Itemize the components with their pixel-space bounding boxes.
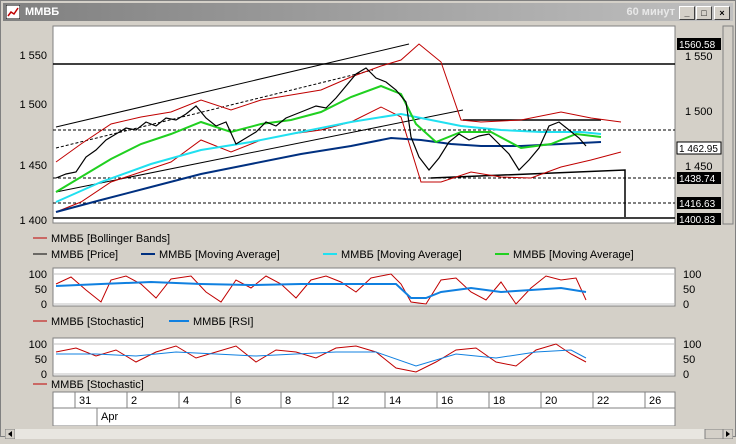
day-tick: 4 [183, 395, 189, 407]
osc2-legend: ММВБ [Stochastic] [33, 379, 144, 391]
y-tick-right: 1 500 [685, 106, 713, 118]
legend-entry: ММВБ [RSI] [193, 316, 253, 328]
legend-entry: ММВБ [Moving Average] [159, 249, 280, 261]
arrow-left-icon [8, 431, 12, 437]
timeframe-label: 60 минут [626, 6, 675, 18]
arrow-right-icon [726, 431, 730, 437]
legend-entry: ММВБ [Moving Average] [341, 249, 462, 261]
trend-line [55, 109, 464, 193]
vertical-scrollbar[interactable] [722, 25, 734, 225]
time-axis [52, 391, 676, 426]
stochastic2-signal [56, 349, 587, 367]
rsi-line [55, 280, 587, 299]
day-tick: 12 [337, 395, 349, 407]
day-tick: 6 [235, 395, 241, 407]
price-tag: 1560.58 [679, 40, 716, 51]
title-bar[interactable]: ММВБ 60 минут _ □ × [3, 3, 733, 21]
scroll-track[interactable] [15, 429, 723, 439]
ma-mid [55, 112, 602, 203]
day-tick: 8 [285, 395, 291, 407]
chart-icon [6, 5, 20, 19]
scroll-thumb[interactable] [704, 428, 724, 440]
svg-text:0: 0 [41, 299, 47, 311]
day-tick: 26 [649, 395, 661, 407]
day-tick: 31 [79, 395, 91, 407]
svg-text:0: 0 [41, 369, 47, 381]
trend-line [55, 69, 374, 149]
svg-text:50: 50 [35, 284, 47, 296]
svg-text:100: 100 [29, 269, 47, 281]
day-tick: 18 [493, 395, 505, 407]
price-line [55, 67, 587, 179]
price-tag: 1416.63 [679, 199, 716, 210]
osc1-legend: ММВБ [Stochastic] ММВБ [RSI] [33, 316, 253, 328]
day-tick: 22 [597, 395, 609, 407]
month-label: Apr [101, 411, 118, 423]
day-tick: 2 [131, 395, 137, 407]
legend-entry: ММВБ [Stochastic] [51, 316, 144, 328]
y-tick: 1 400 [19, 215, 47, 227]
svg-text:0: 0 [683, 369, 689, 381]
maximize-button[interactable]: □ [696, 6, 712, 20]
svg-text:0: 0 [683, 299, 689, 311]
price-tags: 1560.58 1 462.95 1438.74 1416.63 1400.83 [676, 38, 722, 226]
y-tick: 1 550 [19, 50, 47, 62]
trend-line [55, 43, 410, 128]
ma-short [55, 84, 602, 193]
stochastic-line [55, 273, 587, 305]
day-tick: 20 [545, 395, 557, 407]
legend-entry: ММВБ [Stochastic] [51, 379, 144, 391]
minimize-button[interactable]: _ [679, 6, 695, 20]
y-tick-right: 1 450 [685, 161, 713, 173]
svg-text:50: 50 [683, 354, 695, 366]
time-axis-ticks: 31 2 4 6 8 12 14 16 18 20 22 26 Apr [74, 392, 661, 426]
price-tag: 1438.74 [679, 174, 716, 185]
close-button[interactable]: × [714, 6, 730, 20]
price-tag: 1 462.95 [679, 144, 718, 155]
channel-line [430, 169, 626, 217]
legend-entry: ММВБ [Moving Average] [513, 249, 634, 261]
ma-long [55, 136, 602, 213]
svg-text:100: 100 [29, 339, 47, 351]
horizontal-scrollbar[interactable] [4, 426, 734, 440]
svg-text:50: 50 [683, 284, 695, 296]
window-title: ММВБ [25, 6, 60, 18]
day-tick: 16 [441, 395, 453, 407]
y-tick: 1 500 [19, 99, 47, 111]
legend-entry: ММВБ [Price] [51, 249, 118, 261]
day-tick: 14 [389, 395, 401, 407]
price-pane[interactable] [52, 25, 676, 224]
price-tag: 1400.83 [679, 215, 716, 226]
y-tick: 1 450 [19, 160, 47, 172]
price-y-axis-left: 1 550 1 500 1 450 1 400 [19, 50, 47, 227]
svg-text:50: 50 [35, 354, 47, 366]
price-y-axis-right: 1 550 1 500 1 450 [685, 51, 713, 173]
svg-text:100: 100 [683, 269, 701, 281]
price-legend: ММВБ [Bollinger Bands] ММВБ [Price] ММВБ… [33, 233, 634, 261]
y-tick-right: 1 550 [685, 51, 713, 63]
bollinger-upper [55, 43, 622, 163]
svg-text:100: 100 [683, 339, 701, 351]
chart-area[interactable]: 1 550 1 500 1 450 1 400 1 550 1 500 1 45… [1, 22, 735, 426]
legend-entry: ММВБ [Bollinger Bands] [51, 233, 170, 245]
